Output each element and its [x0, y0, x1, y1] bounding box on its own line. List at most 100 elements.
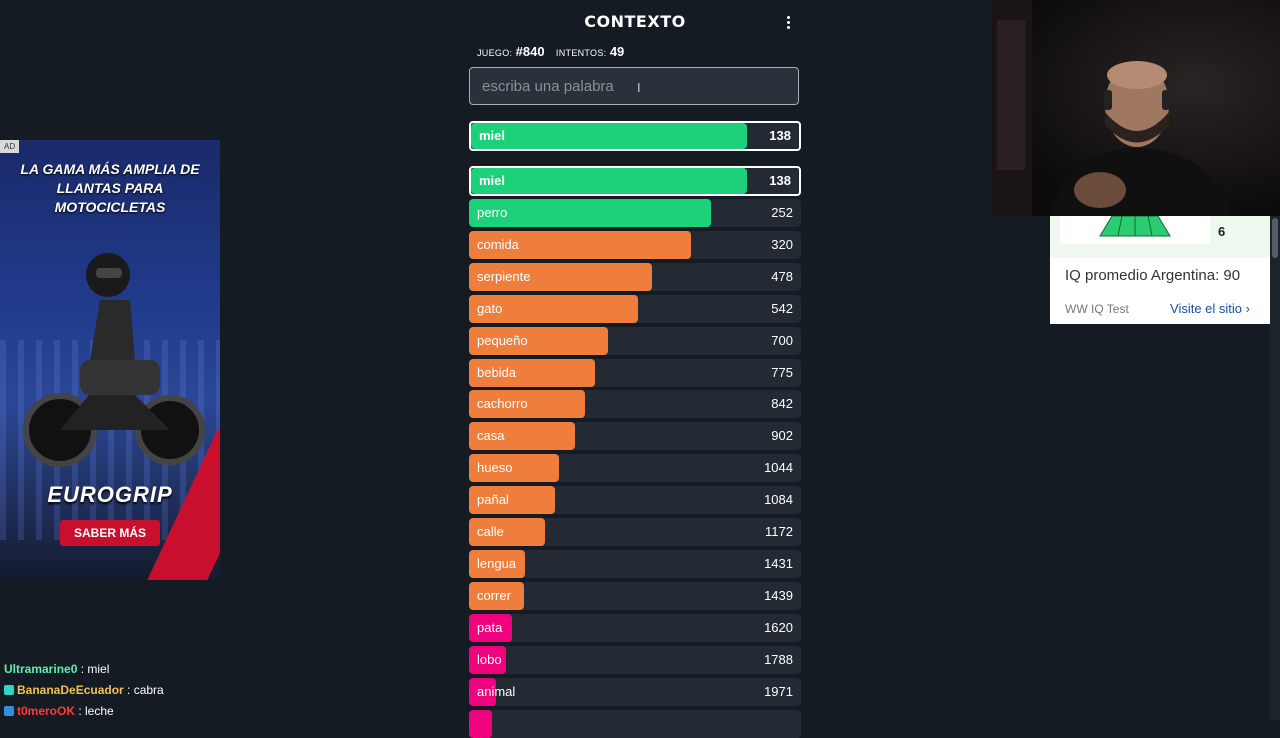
- similarity-bar: [469, 327, 609, 355]
- similarity-bar: [469, 231, 692, 259]
- guess-rank: 775: [771, 365, 793, 380]
- ad-headline: IQ promedio Argentina: 90: [1065, 267, 1241, 284]
- guess-row: serpiente 478: [469, 263, 801, 291]
- chat-username[interactable]: t0meroOK: [17, 704, 76, 718]
- last-guess-word: miel: [479, 128, 506, 143]
- guess-rank: 1084: [764, 492, 793, 507]
- iq-test-ad[interactable]: 6 IQ promedio Argentina: 90 WW IQ Test V…: [1050, 215, 1270, 324]
- ad-score: 6: [1218, 224, 1226, 239]
- game-stats: JUEGO: #840 INTENTOS: 49: [477, 44, 632, 59]
- webcam-feed: [992, 0, 1280, 216]
- guess-row: calle 1172: [469, 518, 801, 546]
- guess-word: comida: [477, 237, 519, 252]
- ad-badge: AD: [0, 140, 20, 153]
- scrollbar-thumb[interactable]: [1272, 218, 1278, 258]
- visit-site-link[interactable]: Visite el sitio ›: [1170, 301, 1250, 316]
- guess-word: miel: [479, 173, 506, 188]
- similarity-bar: [469, 454, 559, 482]
- attempts-count: 49: [609, 44, 625, 59]
- guess-row: animal 1971: [469, 678, 801, 706]
- guess-word: pata: [477, 620, 503, 635]
- chat-badge-icon: [4, 706, 14, 716]
- last-guess-row: miel 138: [469, 121, 801, 151]
- last-guess-rank: 138: [769, 128, 791, 143]
- guess-rank: 700: [771, 333, 793, 348]
- guess-row: correr 1439: [469, 582, 801, 610]
- ad-headline: LA GAMA MÁS AMPLIA DE LLANTAS PARA MOTOC…: [20, 161, 200, 215]
- chevron-right-icon: ›: [1245, 301, 1250, 316]
- chat-username[interactable]: BananaDeEcuador: [17, 683, 124, 697]
- guess-row: pañal 1084: [469, 486, 801, 514]
- guess-word: cachorro: [477, 396, 528, 411]
- guess-rank: 902: [771, 428, 793, 443]
- guess-row: perro 252: [469, 199, 801, 227]
- ad-card: [1060, 215, 1210, 244]
- chat-badge-icon: [4, 685, 14, 695]
- guess-word: lengua: [477, 556, 517, 571]
- guess-word: lobo: [477, 652, 502, 667]
- similarity-bar: [469, 486, 556, 514]
- stream-chat: Ultramarine0 : miel BananaDeEcuador : cab…: [4, 659, 164, 722]
- similarity-bar: [469, 518, 546, 546]
- guess-rank: 1971: [764, 684, 793, 699]
- motorcycle-rider-image: [23, 253, 205, 467]
- similarity-bar: [471, 168, 747, 194]
- ad-brand: EUROGRIP: [47, 482, 173, 507]
- ad-cta-button[interactable]: SABER MÁS: [60, 520, 160, 546]
- chat-text: : leche: [75, 704, 114, 718]
- guess-word: correr: [477, 588, 511, 603]
- guess-rank: 542: [771, 301, 793, 316]
- guess-word: animal: [477, 684, 516, 699]
- similarity-bar: [469, 263, 652, 291]
- guess-rank: 1620: [764, 620, 793, 635]
- page-scrollbar[interactable]: [1270, 216, 1280, 720]
- motorcycle-tire-ad[interactable]: AD LA GAMA MÁS AMPLIA DE LLANTAS PARA MO…: [0, 140, 220, 580]
- streamer-image: [992, 0, 1232, 216]
- chat-message: t0meroOK : leche: [4, 701, 164, 722]
- guess-row: pequeño 700: [469, 327, 801, 355]
- ad-source: WW IQ Test: [1065, 302, 1129, 316]
- chat-username[interactable]: Ultramarine0: [4, 662, 78, 676]
- chat-text: : cabra: [123, 683, 164, 697]
- chat-message: Ultramarine0 : miel: [4, 659, 164, 680]
- guess-row: lengua 1431: [469, 550, 801, 578]
- guess-row: miel 138: [469, 166, 801, 196]
- similarity-bar: [469, 614, 513, 642]
- guess-word: pañal: [477, 492, 509, 507]
- guess-row: cachorro 842: [469, 390, 801, 418]
- guess-rank: 1439: [764, 588, 793, 603]
- more-vert-icon[interactable]: [781, 12, 795, 32]
- guess-row: [469, 710, 801, 738]
- last-guess-bar: [471, 123, 747, 149]
- guess-rank: 320: [771, 237, 793, 252]
- guess-row: bebida 775: [469, 359, 801, 387]
- game-title: CONTEXTO: [584, 12, 686, 31]
- similarity-bar: [469, 295, 639, 323]
- similarity-bar: [469, 582, 524, 610]
- guess-row: hueso 1044: [469, 454, 801, 482]
- game-label: JUEGO:: [477, 48, 513, 58]
- pyramid-icon: [1099, 215, 1171, 237]
- chat-message: BananaDeEcuador : cabra: [4, 680, 164, 701]
- game-number: #840: [515, 44, 545, 59]
- guess-rank: 1172: [765, 524, 793, 539]
- visit-site-label: Visite el sitio: [1170, 301, 1243, 316]
- guess-word: hueso: [477, 460, 513, 475]
- guess-rank: 842: [771, 396, 793, 411]
- guess-rank: 252: [771, 205, 793, 220]
- guess-word: bebida: [477, 365, 517, 380]
- similarity-bar: [469, 710, 493, 738]
- similarity-bar: [469, 678, 496, 706]
- guess-row: comida 320: [469, 231, 801, 259]
- guess-word: gato: [477, 301, 503, 316]
- guess-rank: 1788: [764, 652, 793, 667]
- guess-word: serpiente: [477, 269, 531, 284]
- guess-row: casa 902: [469, 422, 801, 450]
- guess-word: pequeño: [477, 333, 528, 348]
- text-cursor-icon: I: [637, 80, 641, 95]
- chat-text: : miel: [77, 662, 110, 676]
- guess-word: casa: [477, 428, 505, 443]
- similarity-bar: [469, 390, 586, 418]
- word-input[interactable]: [469, 67, 799, 105]
- guess-rank: 478: [771, 269, 793, 284]
